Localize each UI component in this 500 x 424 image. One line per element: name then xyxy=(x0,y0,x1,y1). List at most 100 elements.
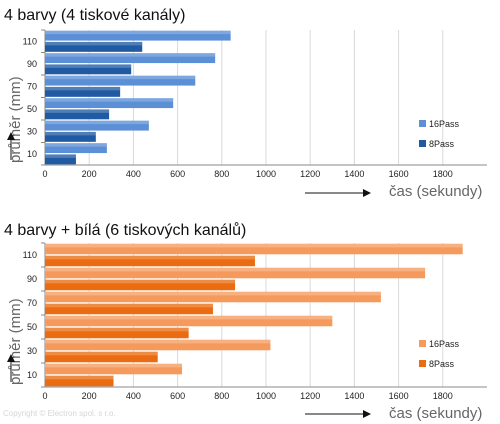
x-tick-label: 0 xyxy=(42,391,47,401)
legend-label: 16Pass xyxy=(429,119,460,129)
y-tick-label: 110 xyxy=(23,36,37,46)
bar-8pass-10 xyxy=(45,154,76,165)
y-tick-label: 50 xyxy=(27,322,37,332)
chart-panel-4-channels: 4 barvy (4 tiskové kanály) průměr (mm) č… xyxy=(4,7,487,200)
x-tick-label: 1800 xyxy=(433,169,453,179)
y-tick-label: 30 xyxy=(27,126,37,136)
chart-panel-6-channels: 4 barvy + bílá (6 tiskových kanálů) prům… xyxy=(4,221,487,422)
legend-label: 8Pass xyxy=(429,139,455,149)
x-axis-label: čas (sekundy) xyxy=(389,183,482,200)
bar-16pass-90 xyxy=(45,267,426,279)
bar-16pass-30 xyxy=(45,120,149,131)
bar-highlight xyxy=(45,327,189,332)
bar-8pass-10 xyxy=(45,375,114,387)
x-tick-label: 1000 xyxy=(256,391,276,401)
bar-8pass-110 xyxy=(45,255,255,267)
bar-highlight xyxy=(45,315,333,320)
x-tick-label: 1600 xyxy=(389,169,409,179)
x-axis-label: čas (sekundy) xyxy=(389,405,482,422)
x-tick-label: 600 xyxy=(170,391,185,401)
x-tick-label: 1200 xyxy=(300,391,320,401)
legend-swatch xyxy=(419,120,426,127)
bar-16pass-10 xyxy=(45,363,183,375)
chart-title: 4 barvy (4 tiskové kanály) xyxy=(4,7,185,24)
x-tick-label: 400 xyxy=(126,391,141,401)
bar-8pass-90 xyxy=(45,279,236,291)
bar-highlight xyxy=(45,154,76,158)
y-tick-label: 90 xyxy=(27,59,37,69)
x-tick-label: 200 xyxy=(82,391,97,401)
bar-8pass-70 xyxy=(45,86,121,97)
x-tick-label: 1400 xyxy=(344,169,364,179)
bar-8pass-50 xyxy=(45,109,110,120)
bar-16pass-110 xyxy=(45,243,463,255)
bar-8pass-90 xyxy=(45,64,132,75)
x-tick-label: 600 xyxy=(170,169,185,179)
bar-8pass-50 xyxy=(45,327,189,339)
x-tick-label: 1800 xyxy=(433,391,453,401)
bar-highlight xyxy=(45,267,426,272)
bar-8pass-70 xyxy=(45,303,213,315)
bar-highlight xyxy=(45,375,114,380)
plot-area: 0 200 400 600 800 1000 1200 1400 1600 1800 10 30 50 7… xyxy=(23,242,487,401)
bar-highlight xyxy=(45,53,216,57)
bar-16pass-50 xyxy=(45,98,174,109)
bar-highlight xyxy=(45,255,255,260)
chart-title: 4 barvy + bílá (6 tiskových kanálů) xyxy=(4,221,246,239)
y-tick-label: 70 xyxy=(27,298,37,308)
bar-highlight xyxy=(45,64,132,68)
legend-swatch xyxy=(419,340,426,347)
bar-highlight xyxy=(45,339,271,344)
x-tick-label: 1000 xyxy=(256,169,276,179)
copyright-text: Copyright © Electron spol. s r.o. xyxy=(3,409,116,418)
bar-16pass-110 xyxy=(45,30,231,41)
y-tick-label: 10 xyxy=(27,370,37,380)
y-tick-label: 110 xyxy=(23,250,37,260)
legend-swatch xyxy=(419,360,426,367)
bar-8pass-30 xyxy=(45,351,158,363)
bar-16pass-50 xyxy=(45,315,333,327)
y-axis-label: průměr (mm) xyxy=(7,76,24,163)
x-tick-label: 0 xyxy=(42,169,47,179)
x-tick-label: 1400 xyxy=(344,391,364,401)
bar-highlight xyxy=(45,303,213,308)
bar-16pass-70 xyxy=(45,75,196,86)
bar-16pass-90 xyxy=(45,53,216,64)
x-tick-label: 1200 xyxy=(300,169,320,179)
bar-highlight xyxy=(45,351,158,356)
y-tick-label: 50 xyxy=(27,104,37,114)
bar-8pass-30 xyxy=(45,131,96,142)
x-tick-label: 800 xyxy=(214,169,229,179)
bar-highlight xyxy=(45,279,236,284)
bar-highlight xyxy=(45,98,174,102)
bar-highlight xyxy=(45,109,110,113)
bar-highlight xyxy=(45,243,463,248)
x-tick-label: 400 xyxy=(126,169,141,179)
legend-label: 16Pass xyxy=(429,339,460,349)
x-tick-label: 1600 xyxy=(389,391,409,401)
y-tick-label: 90 xyxy=(27,274,37,284)
bar-highlight xyxy=(45,30,231,35)
x-tick-label: 800 xyxy=(214,391,229,401)
bar-highlight xyxy=(45,86,121,91)
bar-highlight xyxy=(45,131,96,136)
bar-highlight xyxy=(45,41,143,46)
bar-highlight xyxy=(45,120,149,125)
plot-area: 0 200 400 600 800 1000 1200 1400 1600 1800 10 30 50 7… xyxy=(23,29,487,179)
bar-highlight xyxy=(45,75,196,80)
bar-8pass-110 xyxy=(45,41,143,52)
bar-highlight xyxy=(45,143,107,147)
legend-label: 8Pass xyxy=(429,359,455,369)
y-tick-label: 30 xyxy=(27,346,37,356)
legend-swatch xyxy=(419,140,426,147)
bar-highlight xyxy=(45,291,381,296)
y-tick-label: 10 xyxy=(27,149,37,159)
bar-16pass-30 xyxy=(45,339,271,351)
bar-highlight xyxy=(45,363,183,368)
bar-16pass-70 xyxy=(45,291,381,303)
y-axis-label: průměr (mm) xyxy=(7,298,24,385)
x-tick-label: 200 xyxy=(82,169,97,179)
bar-16pass-10 xyxy=(45,143,107,154)
y-tick-label: 70 xyxy=(27,81,37,91)
